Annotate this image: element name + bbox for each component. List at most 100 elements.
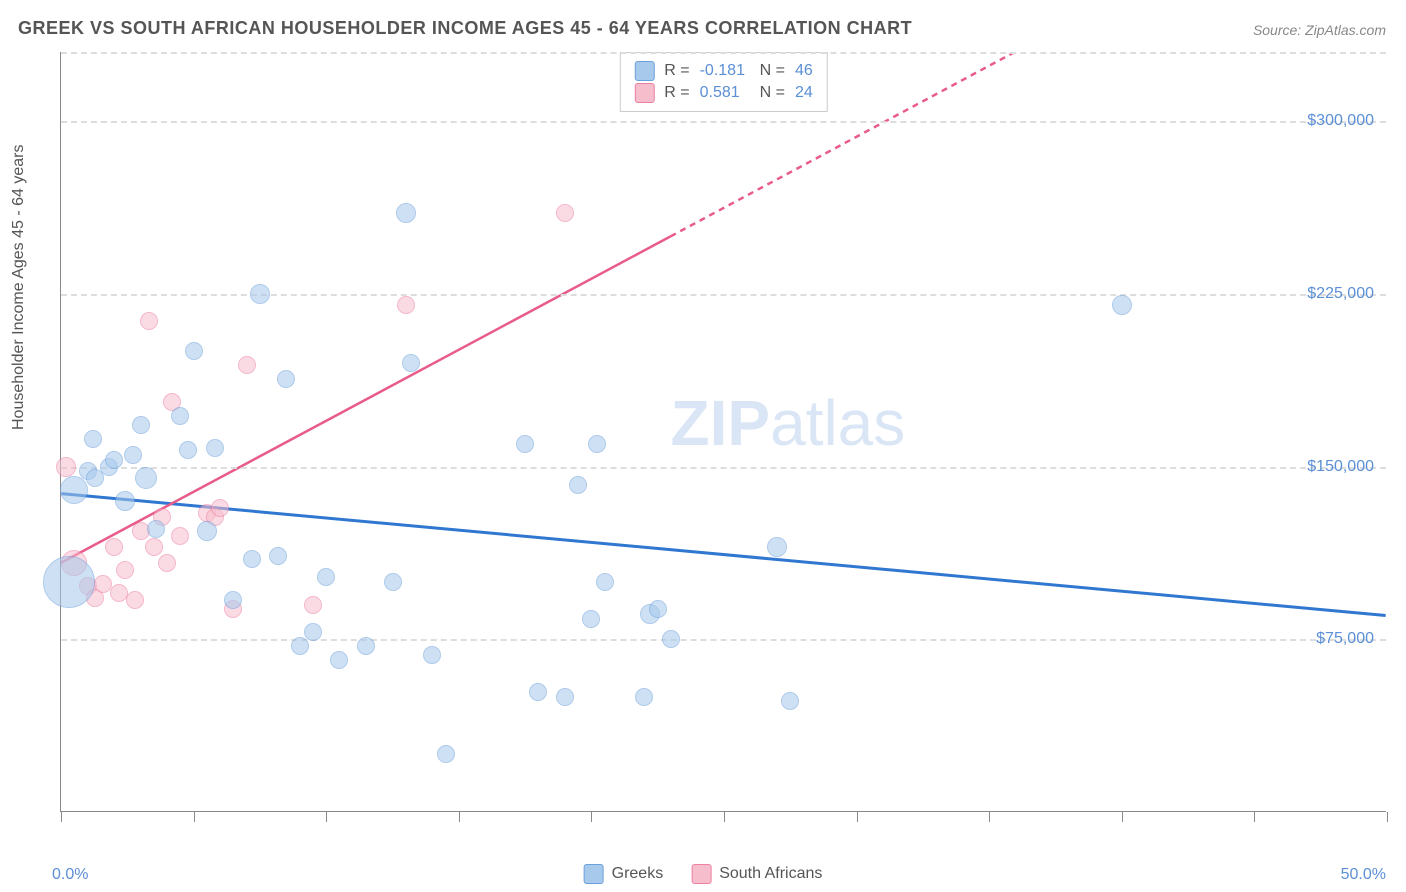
south-africans-point — [211, 499, 229, 517]
correlation-stats-box: R = -0.181 N = 46 R = 0.581 N = 24 — [619, 52, 827, 112]
greeks-point — [124, 446, 142, 464]
legend-swatch — [691, 864, 711, 884]
greeks-point — [516, 435, 534, 453]
greeks-point — [437, 745, 455, 763]
gridline — [61, 121, 1386, 123]
south-africans-point — [171, 527, 189, 545]
n-value: 46 — [795, 62, 813, 80]
legend-swatch — [584, 864, 604, 884]
greeks-point — [277, 370, 295, 388]
greeks-point — [402, 354, 420, 372]
legend-item: South Africans — [691, 864, 822, 884]
greeks-point — [781, 692, 799, 710]
greeks-point — [1112, 295, 1132, 315]
x-axis-max-label: 50.0% — [1341, 866, 1386, 884]
greeks-point — [582, 610, 600, 628]
watermark-light: atlas — [770, 387, 905, 459]
south-africans-point — [145, 538, 163, 556]
x-tick — [591, 812, 592, 822]
n-label: N = — [760, 84, 785, 102]
greeks-point — [556, 688, 574, 706]
y-tick-label: $300,000 — [1307, 112, 1374, 130]
greeks-point — [171, 407, 189, 425]
south-africans-point — [304, 596, 322, 614]
south-africans-point — [397, 296, 415, 314]
stats-row: R = 0.581 N = 24 — [634, 83, 812, 103]
trend-lines-layer — [61, 52, 1386, 811]
greeks-point — [649, 600, 667, 618]
chart-title: GREEK VS SOUTH AFRICAN HOUSEHOLDER INCOM… — [18, 18, 912, 39]
south-africans-point — [56, 457, 76, 477]
greeks-point — [224, 591, 242, 609]
greeks-point — [569, 476, 587, 494]
series-swatch — [634, 83, 654, 103]
r-label: R = — [664, 62, 689, 80]
r-value: -0.181 — [700, 62, 750, 80]
x-tick — [61, 812, 62, 822]
greeks-point — [596, 573, 614, 591]
series-legend: Greeks South Africans — [584, 864, 823, 884]
gridline — [61, 467, 1386, 469]
greeks-point — [206, 439, 224, 457]
greeks-point — [357, 637, 375, 655]
greeks-point — [43, 556, 95, 608]
south-africans-point — [158, 554, 176, 572]
south-africans-point — [140, 312, 158, 330]
watermark-bold: ZIP — [671, 387, 771, 459]
greeks-point — [250, 284, 270, 304]
series-swatch — [634, 61, 654, 81]
greeks-point — [304, 623, 322, 641]
greeks-point — [147, 520, 165, 538]
greeks-point — [84, 430, 102, 448]
greeks-point — [317, 568, 335, 586]
r-label: R = — [664, 84, 689, 102]
x-tick — [326, 812, 327, 822]
greeks-point — [243, 550, 261, 568]
south-africans-point — [116, 561, 134, 579]
x-tick — [1254, 812, 1255, 822]
greeks-point — [662, 630, 680, 648]
x-tick — [724, 812, 725, 822]
greeks-point — [135, 467, 157, 489]
n-value: 24 — [795, 84, 813, 102]
x-tick — [1122, 812, 1123, 822]
legend-label: South Africans — [719, 865, 822, 883]
greeks-point — [767, 537, 787, 557]
south-africans-point — [126, 591, 144, 609]
greeks-point — [115, 491, 135, 511]
greeks-point — [185, 342, 203, 360]
r-value: 0.581 — [700, 84, 750, 102]
scatter-plot-area: ZIPatlas R = -0.181 N = 46 R = 0.581 N = 24 $75… — [60, 52, 1386, 812]
x-tick — [989, 812, 990, 822]
greeks-point — [179, 441, 197, 459]
greeks-point — [635, 688, 653, 706]
x-tick — [194, 812, 195, 822]
x-tick — [1387, 812, 1388, 822]
legend-item: Greeks — [584, 864, 664, 884]
y-tick-label: $150,000 — [1307, 458, 1374, 476]
y-axis-label: Householder Income Ages 45 - 64 years — [10, 145, 28, 431]
greeks-point — [423, 646, 441, 664]
n-label: N = — [760, 62, 785, 80]
y-tick-label: $225,000 — [1307, 285, 1374, 303]
greeks-point — [291, 637, 309, 655]
stats-row: R = -0.181 N = 46 — [634, 61, 812, 81]
y-tick-label: $75,000 — [1316, 630, 1374, 648]
greeks-point — [529, 683, 547, 701]
greeks-point — [384, 573, 402, 591]
south-africans-point — [238, 356, 256, 374]
x-tick — [459, 812, 460, 822]
gridline — [61, 52, 1386, 54]
gridline — [61, 639, 1386, 641]
x-tick — [857, 812, 858, 822]
greeks-point — [105, 451, 123, 469]
greeks-point — [132, 416, 150, 434]
south-africans-point — [556, 204, 574, 222]
greeks-point — [396, 203, 416, 223]
greeks-point — [330, 651, 348, 669]
south-africans-point — [105, 538, 123, 556]
greeks-point — [197, 521, 217, 541]
legend-label: Greeks — [612, 865, 664, 883]
source-attribution: Source: ZipAtlas.com — [1253, 22, 1386, 38]
greeks-point — [588, 435, 606, 453]
